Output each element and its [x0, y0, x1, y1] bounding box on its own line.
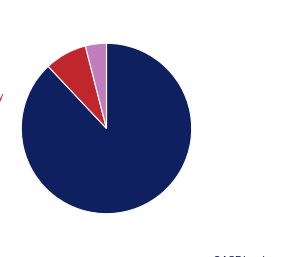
- Text: OASDI only
88%: OASDI only 88%: [213, 256, 271, 257]
- Wedge shape: [21, 43, 192, 214]
- Text: SSI only
8%: SSI only 8%: [0, 92, 3, 114]
- Wedge shape: [85, 43, 106, 128]
- Wedge shape: [48, 46, 106, 128]
